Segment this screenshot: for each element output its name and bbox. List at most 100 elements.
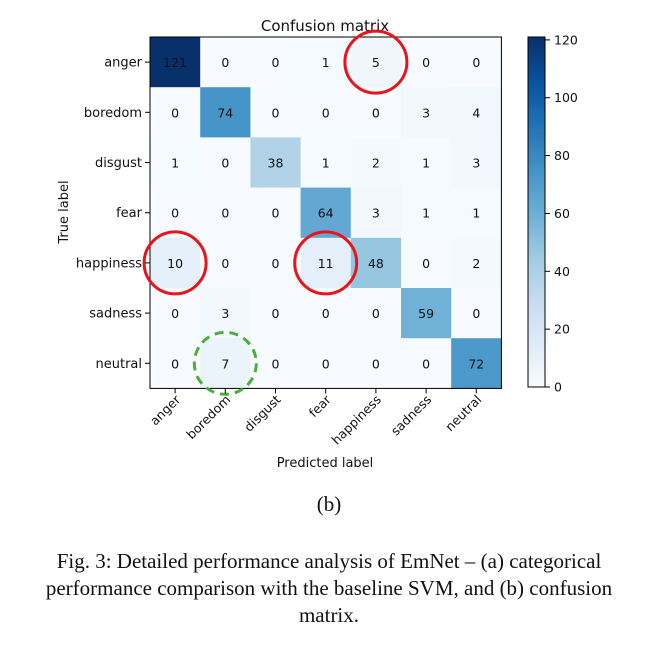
colorbar-label-60: 60: [554, 206, 570, 221]
cell-value-4-6: 2: [472, 256, 480, 271]
sub-caption: (b): [316, 492, 342, 516]
cell-6-1: [200, 338, 251, 389]
cell-4-1: [200, 237, 251, 289]
cell-1-5: [401, 87, 452, 138]
colorbar-label-0: 0: [554, 380, 562, 395]
figure-caption: Fig. 3: Detailed performance analysis of…: [45, 549, 613, 627]
cell-2-3: [300, 137, 352, 189]
cell-6-5: [401, 338, 452, 389]
cell-3-3: [300, 187, 352, 239]
cell-value-0-4: 5: [372, 55, 380, 70]
cell-value-1-0: 0: [171, 105, 179, 120]
cell-value-3-0: 0: [171, 206, 179, 221]
row-label-neutral: neutral: [96, 357, 143, 372]
x-axis-label: Predicted label: [277, 456, 374, 471]
cell-5-3: [300, 288, 352, 339]
cell-1-3: [300, 87, 352, 138]
cell-value-2-3: 1: [322, 156, 330, 171]
col-label-boredom: boredom: [183, 392, 233, 442]
cell-0-1: [200, 37, 251, 88]
cell-value-3-4: 3: [372, 206, 380, 221]
cell-value-2-1: 0: [221, 156, 229, 171]
cell-value-2-5: 1: [422, 156, 430, 171]
col-label-sadness: sadness: [388, 392, 434, 438]
cell-value-5-3: 0: [322, 306, 330, 321]
colorbar-ticks: 0 20 40 60 80 100 120: [545, 32, 578, 395]
highlight-circle-0: [343, 29, 409, 95]
row-label-disgust: disgust: [95, 156, 142, 171]
cell-3-1: [200, 187, 251, 239]
cell-5-5: [401, 288, 452, 339]
cell-value-6-6: 72: [468, 356, 484, 371]
cell-3-2: [250, 187, 302, 239]
highlight-circle-2: [293, 230, 359, 296]
cell-value-3-6: 1: [472, 206, 480, 221]
cell-value-3-3: 64: [318, 206, 334, 221]
cell-2-5: [401, 137, 452, 189]
colorbar-label-80: 80: [554, 148, 570, 163]
cell-5-6: [451, 288, 502, 339]
cell-3-6: [451, 187, 502, 239]
highlight-circles: [142, 29, 409, 396]
cell-5-0: [150, 288, 201, 339]
col-label-happiness: happiness: [328, 392, 384, 448]
cell-value-0-1: 0: [221, 55, 229, 70]
cell-5-2: [250, 288, 302, 339]
cell-4-0: [150, 237, 201, 289]
cell-value-6-4: 0: [372, 356, 380, 371]
y-axis-label: True label: [57, 180, 72, 244]
cell-value-2-6: 3: [472, 156, 480, 171]
cell-0-4: [350, 37, 402, 88]
cell-1-1: [200, 87, 251, 138]
col-label-neutral: neutral: [442, 392, 484, 434]
cell-value-2-2: 38: [268, 156, 284, 171]
cell-4-4: [350, 237, 402, 289]
cell-6-2: [250, 338, 302, 389]
highlight-circle-1: [142, 230, 208, 296]
cell-value-1-1: 74: [217, 105, 233, 120]
cell-value-6-3: 0: [322, 356, 330, 371]
highlight-circle-3: [192, 330, 258, 396]
cell-value-0-2: 0: [272, 55, 280, 70]
cell-value-5-0: 0: [171, 306, 179, 321]
cell-value-4-1: 0: [221, 256, 229, 271]
colorbar-label-40: 40: [554, 264, 570, 279]
cell-2-1: [200, 137, 251, 189]
cell-value-5-2: 0: [272, 306, 280, 321]
cell-value-4-3: 11: [318, 256, 334, 271]
col-label-fear: fear: [306, 391, 335, 420]
row-tick-labels: anger boredom disgust fear happiness sadness n…: [76, 56, 150, 372]
cell-value-6-1: 7: [221, 356, 229, 371]
cell-value-2-0: 1: [171, 156, 179, 171]
cell-2-4: [350, 137, 402, 189]
col-label-disgust: disgust: [241, 392, 284, 435]
cell-4-3: [300, 237, 352, 289]
cell-1-0: [150, 87, 201, 138]
cell-0-6: [451, 37, 502, 88]
row-label-boredom: boredom: [84, 106, 142, 121]
row-label-sadness: sadness: [89, 307, 142, 322]
cell-value-4-5: 0: [422, 256, 430, 271]
heatmap-cells: 121 0 0 1 5 0 00 74 0 0 0 3 41 0 38 1 2 1 30 0 0 64 3 1 110 0 0 11 4…: [149, 36, 502, 389]
colorbar-label-20: 20: [554, 322, 570, 337]
cell-2-2: [250, 137, 302, 189]
colorbar: [527, 36, 546, 388]
cell-value-1-5: 3: [422, 105, 430, 120]
cell-6-4: [350, 338, 402, 389]
cell-6-0: [150, 338, 201, 389]
cell-6-3: [300, 338, 352, 389]
cell-4-6: [451, 237, 502, 289]
cell-value-3-2: 0: [272, 206, 280, 221]
cell-value-1-3: 0: [322, 105, 330, 120]
cell-2-6: [451, 137, 502, 189]
cell-5-1: [200, 288, 251, 339]
cell-value-0-6: 0: [472, 55, 480, 70]
cell-value-4-4: 48: [368, 256, 384, 271]
cell-value-0-3: 1: [322, 55, 330, 70]
colorbar-label-120: 120: [554, 32, 578, 47]
cell-value-2-4: 2: [372, 156, 380, 171]
cell-value-3-5: 1: [422, 206, 430, 221]
confusion-matrix-chart: Confusion matrix 121 0 0 1 5 0 00 74 0 0 0 3 41 0 38 1 2…: [57, 17, 578, 471]
cell-3-4: [350, 187, 402, 239]
